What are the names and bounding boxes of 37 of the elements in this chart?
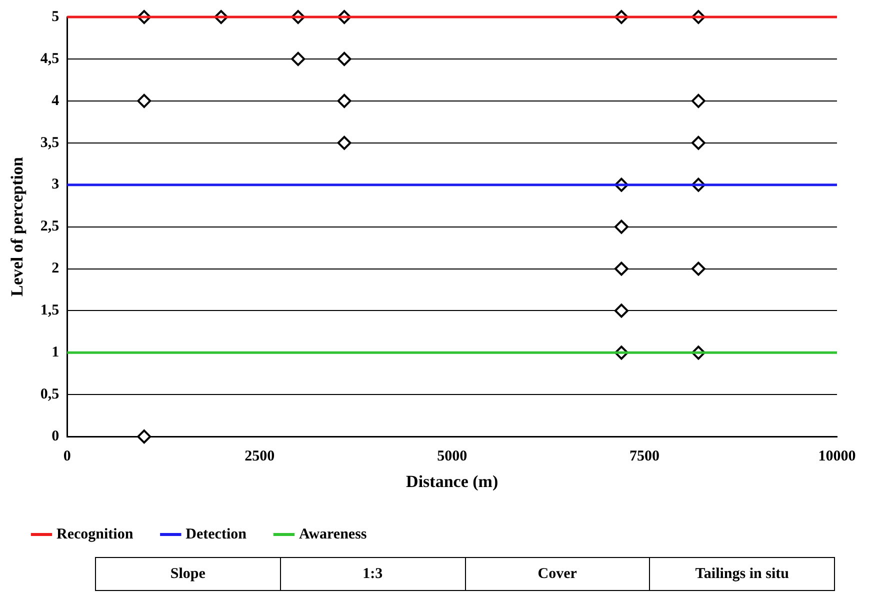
y-tick-label: 1 — [52, 344, 60, 361]
legend-label: Awareness — [298, 526, 367, 542]
y-tick-label: 0 — [52, 428, 60, 444]
point — [614, 304, 628, 318]
point — [291, 52, 306, 66]
y-tick-label: 4 — [52, 92, 60, 109]
point — [137, 430, 152, 444]
legend-label: Detection — [186, 526, 248, 542]
text: Slope — [96, 558, 280, 590]
y-axis-title: Level of perception — [8, 156, 27, 297]
point — [337, 94, 352, 108]
x-tick-label: 0 — [63, 448, 71, 464]
text: Tailings in situ — [650, 558, 834, 590]
y-tick-label: 5 — [52, 8, 60, 25]
point — [691, 262, 706, 276]
x-axis-title: Distance (m) — [406, 472, 498, 492]
y-tick-label: 1,5 — [40, 302, 60, 319]
text: 1:3 — [280, 558, 465, 590]
y-tick-label: 0,5 — [40, 386, 60, 403]
point — [337, 52, 352, 66]
y-tick-label: 3 — [52, 176, 60, 193]
legend-label: Recognition — [56, 526, 134, 542]
point — [691, 136, 706, 150]
x-tick-label: 7500 — [630, 448, 660, 464]
y-tick-label: 4,5 — [40, 50, 60, 67]
x-tick-label: 10000 — [818, 448, 856, 464]
y-tick-label: 2 — [52, 260, 60, 277]
point — [137, 94, 152, 108]
y-tick-label: 3,5 — [40, 134, 60, 151]
y-tick-label: 2,5 — [40, 218, 60, 235]
text: Cover — [465, 558, 650, 590]
point — [337, 136, 352, 150]
point — [691, 94, 706, 108]
point — [614, 262, 628, 276]
x-tick-label: 5000 — [437, 448, 468, 464]
point — [614, 220, 628, 234]
x-tick-label: 2500 — [244, 448, 275, 464]
